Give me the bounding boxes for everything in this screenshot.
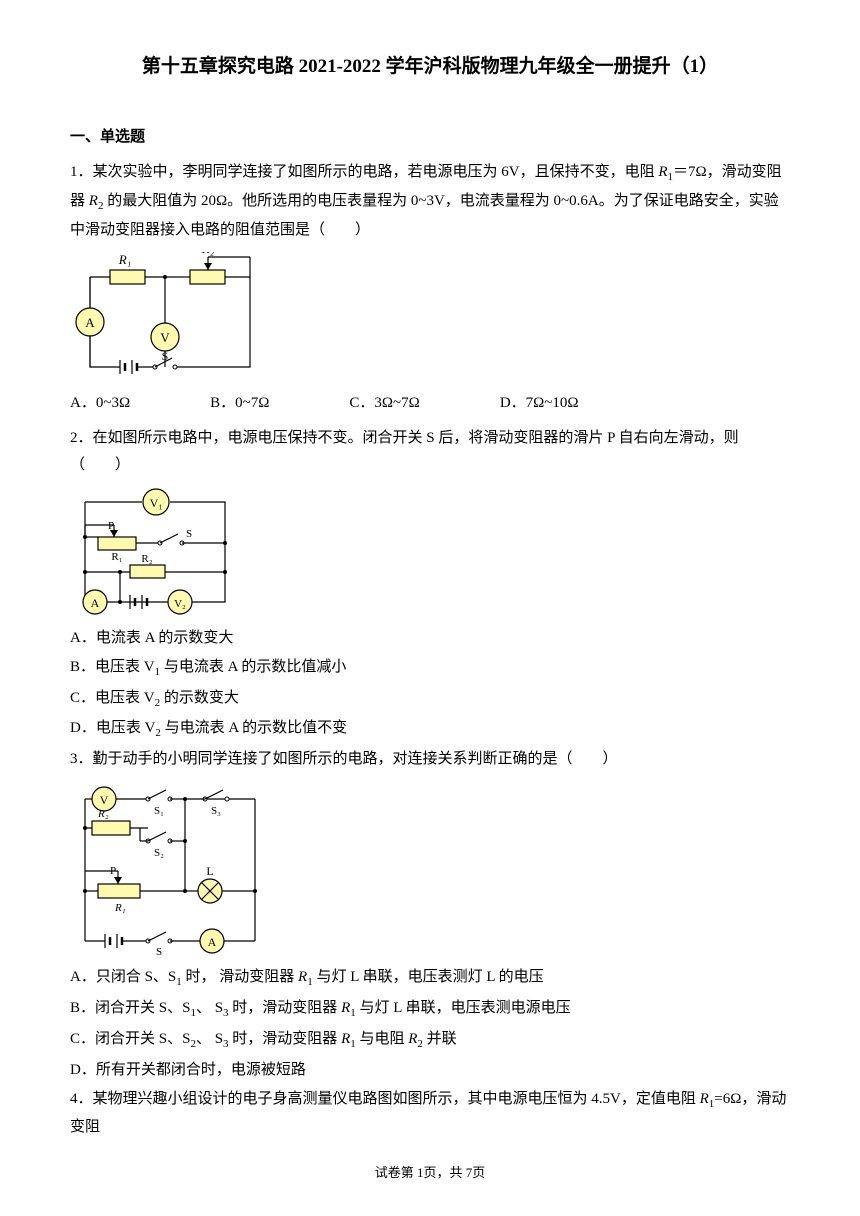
q1-text-c: 的最大阻值为 20Ω。他所选用的电压表量程为 0~3V，电流表量程为 0~0.6… <box>70 193 779 238</box>
q3-opt-b: B．闭合开关 S、S1、 S3 时，滑动变阻器 R1 与灯 L 串联，电压表测电… <box>70 995 790 1024</box>
page-title: 第十五章探究电路 2021-2022 学年沪科版物理九年级全一册提升（1） <box>70 50 790 84</box>
svg-text:S: S <box>162 349 169 363</box>
q1-options: A．0~3Ω B．0~7Ω C．3Ω~7Ω D．7Ω~10Ω <box>70 390 790 417</box>
circuit-diagram-2: V₁ R₁ P S R₂ A V₂ <box>70 487 790 617</box>
q1-opt-c: C．3Ω~7Ω <box>349 390 419 417</box>
q3-opt-d: D．所有开关都闭合时，电源被短路 <box>70 1057 790 1084</box>
q1-r1: R <box>658 164 667 180</box>
q2-opt-a: A．电流表 A 的示数变大 <box>70 625 790 652</box>
svg-text:R₂: R₂ <box>201 252 215 256</box>
svg-text:S₃: S₃ <box>211 805 221 817</box>
svg-text:R₂: R₂ <box>141 553 152 565</box>
q2-opt-b: B．电压表 V1 与电流表 A 的示数比值减小 <box>70 654 790 683</box>
q1-opt-a: A．0~3Ω <box>70 390 130 417</box>
q1-opt-d: D．7Ω~10Ω <box>500 390 579 417</box>
circuit-diagram-3: V S₁ S₃ R₂ S₂ R₁ P L S <box>70 781 790 956</box>
svg-text:S₁: S₁ <box>154 805 164 817</box>
svg-text:A: A <box>91 596 100 610</box>
svg-text:A: A <box>85 315 95 330</box>
svg-text:S₂: S₂ <box>154 847 164 859</box>
svg-text:V₁: V₁ <box>150 496 163 510</box>
question-2: 2．在如图所示电路中，电源电压保持不变。闭合开关 S 后，将滑动变阻器的滑片 P… <box>70 425 790 479</box>
q2-opt-d: D．电压表 V2 与电流表 A 的示数比值不变 <box>70 715 790 744</box>
question-1: 1．某次实验中，李明同学连接了如图所示的电路，若电源电压为 6V，且保持不变，电… <box>70 159 790 244</box>
page-footer: 试卷第 1页，共 7页 <box>70 1161 790 1184</box>
q1-text-a: 1．某次实验中，李明同学连接了如图所示的电路，若电源电压为 6V，且保持不变，电… <box>70 164 658 180</box>
q1-r2-sub: 2 <box>98 200 104 212</box>
svg-text:L: L <box>206 864 213 878</box>
question-3: 3．勤于动手的小明同学连接了如图所示的电路，对连接关系判断正确的是（ ） <box>70 746 790 773</box>
q3-opt-c: C．闭合开关 S、S2、 S3 时，滑动变阻器 R1 与电阻 R2 并联 <box>70 1026 790 1055</box>
q2-text: 2．在如图所示电路中，电源电压保持不变。闭合开关 S 后，将滑动变阻器的滑片 P… <box>70 430 739 473</box>
q1-r2: R <box>89 193 98 209</box>
svg-text:R₁: R₁ <box>118 252 131 267</box>
q4-r1: R <box>700 1091 709 1107</box>
svg-text:A: A <box>208 935 217 949</box>
question-4: 4．某物理兴趣小组设计的电子身高测量仪电路图如图所示，其中电源电压恒为 4.5V… <box>70 1086 790 1142</box>
section-heading: 一、单选题 <box>70 124 790 151</box>
svg-text:R₁: R₁ <box>111 551 122 563</box>
svg-text:V₂: V₂ <box>174 598 186 610</box>
svg-text:P: P <box>108 520 114 532</box>
svg-text:V: V <box>100 793 109 807</box>
svg-text:S: S <box>156 946 162 956</box>
q3-options: A．只闭合 S、S1 时， 滑动变阻器 R1 与灯 L 串联，电压表测灯 L 的… <box>70 964 790 1083</box>
q2-options: A．电流表 A 的示数变大 B．电压表 V1 与电流表 A 的示数比值减小 C．… <box>70 625 790 744</box>
q2-opt-c: C．电压表 V2 的示数变大 <box>70 685 790 714</box>
q3-opt-a: A．只闭合 S、S1 时， 滑动变阻器 R1 与灯 L 串联，电压表测灯 L 的… <box>70 964 790 993</box>
svg-text:R₁: R₁ <box>114 902 126 914</box>
circuit-diagram-1: R₁ R₂ A V S <box>70 252 790 382</box>
svg-text:V: V <box>160 330 170 345</box>
q4-text-a: 4．某物理兴趣小组设计的电子身高测量仪电路图如图所示，其中电源电压恒为 4.5V… <box>70 1091 700 1107</box>
q1-opt-b: B．0~7Ω <box>210 390 269 417</box>
q3-text: 3．勤于动手的小明同学连接了如图所示的电路，对连接关系判断正确的是（ ） <box>70 751 618 767</box>
svg-text:S: S <box>186 528 192 540</box>
svg-text:R₂: R₂ <box>97 808 109 820</box>
